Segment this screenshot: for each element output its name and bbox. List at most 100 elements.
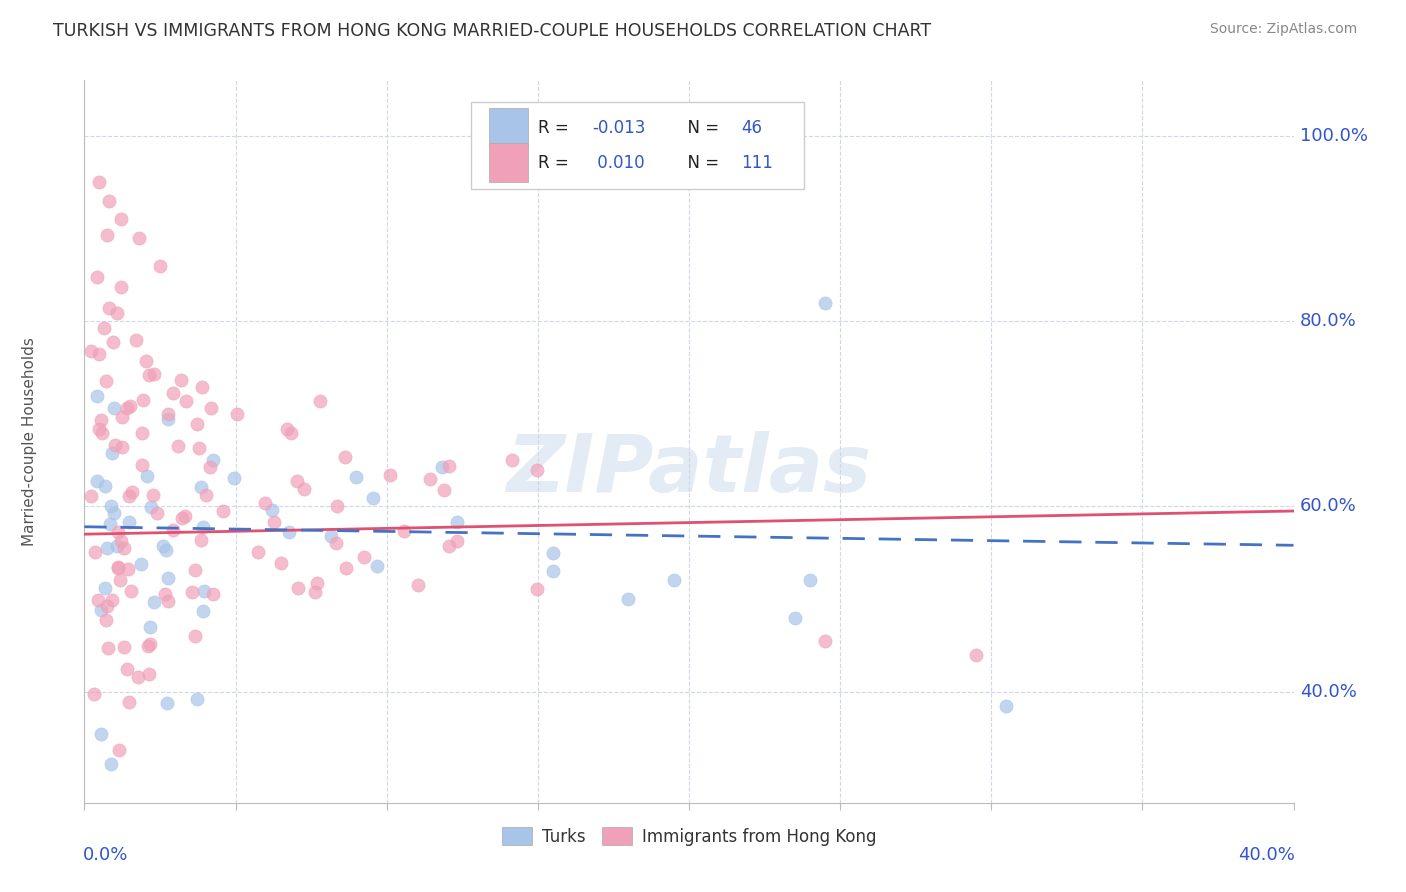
Point <box>96 541 118 556</box>
Point <box>139 637 162 651</box>
Point <box>263 516 285 530</box>
FancyBboxPatch shape <box>471 102 804 189</box>
Point <box>191 519 214 533</box>
Point <box>101 592 124 607</box>
Point <box>145 506 167 520</box>
Point <box>87 422 110 436</box>
Text: Married-couple Households: Married-couple Households <box>22 337 38 546</box>
Point <box>280 425 302 440</box>
Point <box>260 502 283 516</box>
Point <box>157 412 180 426</box>
Point <box>162 523 184 537</box>
Point <box>344 470 367 484</box>
Point <box>201 586 224 600</box>
Point <box>181 584 204 599</box>
Point <box>157 594 180 608</box>
Point <box>162 385 184 400</box>
Point <box>222 471 245 485</box>
Point <box>111 409 134 424</box>
Legend: Turks, Immigrants from Hong Kong: Turks, Immigrants from Hong Kong <box>495 821 883 852</box>
Point <box>965 648 987 662</box>
Point <box>526 582 548 596</box>
Point <box>90 413 112 427</box>
Point <box>107 525 129 540</box>
Point <box>103 438 125 452</box>
Point <box>200 401 222 415</box>
Point <box>98 301 121 315</box>
Point <box>437 540 460 554</box>
Point <box>406 578 429 592</box>
Point <box>100 756 122 771</box>
Point <box>121 485 143 500</box>
Point <box>439 458 461 473</box>
Point <box>135 354 157 368</box>
Point <box>112 541 135 556</box>
Point <box>131 425 153 440</box>
Point <box>129 557 152 571</box>
Point <box>87 593 110 607</box>
Point <box>93 479 115 493</box>
Point <box>430 460 453 475</box>
Point <box>142 488 165 502</box>
Point <box>174 394 197 409</box>
Point <box>143 368 166 382</box>
Point <box>155 543 177 558</box>
Point <box>814 295 837 310</box>
Point <box>433 483 456 497</box>
Point <box>276 421 298 435</box>
Point <box>86 388 108 402</box>
Text: 46: 46 <box>741 119 762 136</box>
Point <box>783 610 806 624</box>
Point <box>136 468 159 483</box>
Point <box>120 583 142 598</box>
Point <box>392 524 415 539</box>
Point <box>127 670 149 684</box>
Point <box>139 500 162 514</box>
Point <box>155 587 177 601</box>
FancyBboxPatch shape <box>489 108 529 147</box>
Point <box>446 533 468 548</box>
Point <box>799 574 821 588</box>
Text: 100.0%: 100.0% <box>1299 127 1368 145</box>
Point <box>138 667 160 681</box>
Text: 40.0%: 40.0% <box>1299 682 1357 700</box>
Point <box>139 619 162 633</box>
Point <box>86 475 108 489</box>
Point <box>190 379 212 393</box>
Point <box>107 306 129 320</box>
Point <box>97 194 120 208</box>
Point <box>83 545 105 559</box>
Point <box>201 453 224 467</box>
Text: TURKISH VS IMMIGRANTS FROM HONG KONG MARRIED-COUPLE HOUSEHOLDS CORRELATION CHART: TURKISH VS IMMIGRANTS FROM HONG KONG MAR… <box>53 22 932 40</box>
Point <box>98 517 121 532</box>
Point <box>814 633 837 648</box>
Point <box>91 426 114 441</box>
Point <box>304 584 326 599</box>
Point <box>526 462 548 476</box>
Point <box>166 438 188 452</box>
Point <box>191 604 214 618</box>
Point <box>195 488 218 502</box>
Point <box>96 599 118 614</box>
Point <box>501 453 523 467</box>
Point <box>143 595 166 609</box>
Point <box>190 480 212 494</box>
Point <box>446 515 468 529</box>
Point <box>190 533 212 548</box>
Point <box>97 641 120 656</box>
Point <box>305 576 328 591</box>
Point <box>96 228 118 243</box>
Point <box>380 467 402 482</box>
Point <box>995 698 1018 713</box>
Text: R =: R = <box>538 119 574 136</box>
Point <box>103 506 125 520</box>
Point <box>319 529 342 543</box>
Point <box>152 539 174 553</box>
Point <box>103 334 125 349</box>
Text: 0.010: 0.010 <box>592 153 645 172</box>
Point <box>211 504 233 518</box>
Point <box>326 499 349 513</box>
Point <box>270 556 292 570</box>
Text: 0.0%: 0.0% <box>83 847 128 864</box>
Point <box>93 320 115 334</box>
